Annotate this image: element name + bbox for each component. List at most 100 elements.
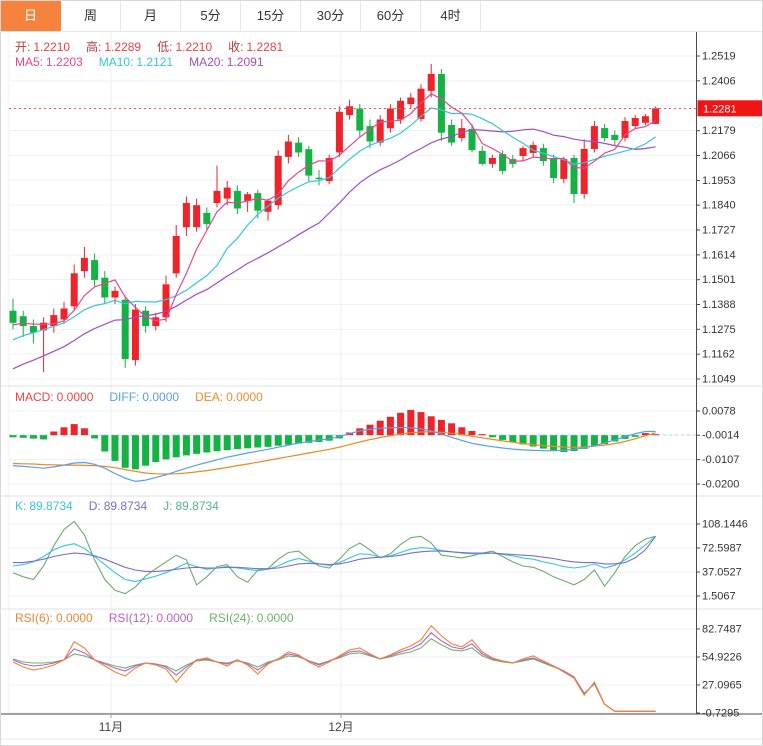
tab-15分[interactable]: 15分 xyxy=(241,1,301,31)
candle-body xyxy=(652,108,660,124)
macd-histogram-bar xyxy=(152,435,160,462)
candle-body xyxy=(101,277,109,298)
macd-histogram-bar xyxy=(356,428,364,436)
candle-body xyxy=(366,126,374,142)
macd-histogram-bar xyxy=(274,435,282,446)
candle-body xyxy=(152,317,160,327)
macd-histogram-bar xyxy=(580,435,588,449)
kdj-tick-label: 1.5067 xyxy=(702,591,736,603)
rsi-tick-label: 27.0965 xyxy=(702,680,742,692)
macd-histogram-bar xyxy=(40,435,48,440)
j-line xyxy=(12,520,656,595)
k-line xyxy=(12,535,656,583)
kdj-tick-label: 72.5987 xyxy=(702,543,742,555)
candle-body xyxy=(335,111,343,153)
rsi-tick-label: 82.7487 xyxy=(702,624,742,636)
candle-body xyxy=(621,121,629,138)
candle-body xyxy=(50,315,58,327)
macd-histogram-bar xyxy=(193,435,201,454)
macd-tick-label: -0.0014 xyxy=(702,430,739,442)
main-tick-label: 1.2519 xyxy=(702,51,736,63)
candle-body xyxy=(274,155,282,206)
candle-body xyxy=(142,310,150,327)
macd-histogram-bar xyxy=(295,435,303,444)
candle-body xyxy=(397,100,405,120)
tab-周[interactable]: 周 xyxy=(61,1,121,31)
candle-body xyxy=(193,205,201,228)
tab-60分[interactable]: 60分 xyxy=(361,1,421,31)
macd-histogram-bar xyxy=(162,435,170,460)
candle-body xyxy=(233,190,241,209)
current-price-tag-label: 1.2281 xyxy=(703,103,737,115)
diff-line xyxy=(12,426,656,483)
macd-histogram-bar xyxy=(203,435,211,453)
candle-body xyxy=(295,142,303,153)
candle-body xyxy=(570,158,578,194)
tab-5分[interactable]: 5分 xyxy=(181,1,241,31)
d-line xyxy=(13,535,657,572)
candle-body xyxy=(131,309,139,361)
macd-histogram-bar xyxy=(233,435,241,450)
main-tick-label: 1.2066 xyxy=(702,150,736,162)
macd-histogram-bar xyxy=(254,435,262,448)
macd-histogram-bar xyxy=(121,435,129,468)
candle-body xyxy=(172,236,180,274)
tab-4时[interactable]: 4时 xyxy=(421,1,481,31)
candle-body xyxy=(499,154,507,171)
main-tick-label: 1.1388 xyxy=(702,299,736,311)
candle-body xyxy=(111,290,119,298)
candle-body xyxy=(70,273,78,307)
candle-body xyxy=(213,190,221,203)
candle-body xyxy=(611,134,619,140)
macd-histogram-bar xyxy=(244,435,252,449)
candle-body xyxy=(244,194,252,201)
candle-body xyxy=(529,145,537,153)
tab-30分[interactable]: 30分 xyxy=(301,1,361,31)
macd-histogram-bar xyxy=(631,435,639,437)
main-tick-label: 1.1275 xyxy=(702,324,736,336)
macd-histogram-bar xyxy=(529,435,537,447)
tab-日[interactable]: 日 xyxy=(1,1,61,31)
candle-body xyxy=(356,108,364,131)
main-tick-label: 1.2406 xyxy=(702,75,736,87)
candle-body xyxy=(325,158,333,182)
ma20-line xyxy=(12,128,656,370)
macd-histogram-bar xyxy=(172,435,180,458)
candle-body xyxy=(590,126,598,149)
macd-histogram-bar xyxy=(560,435,568,452)
kdj-tick-label: 37.0527 xyxy=(702,567,742,579)
kdj-tick-label: 108.1446 xyxy=(702,519,748,531)
macd-histogram-bar xyxy=(397,412,405,436)
macd-histogram-bar xyxy=(478,434,486,436)
rsi-tick-label: -0.7295 xyxy=(702,708,739,720)
candle-body xyxy=(386,108,394,129)
tab-月[interactable]: 月 xyxy=(121,1,181,31)
macd-histogram-bar xyxy=(509,435,517,443)
macd-tick-label: -0.0200 xyxy=(702,479,739,491)
candle-body xyxy=(539,148,547,162)
macd-histogram-bar xyxy=(223,435,231,451)
candle-body xyxy=(121,299,129,359)
macd-histogram-bar xyxy=(70,424,78,436)
candle-body xyxy=(478,150,486,164)
candle-body xyxy=(29,326,37,333)
macd-histogram-bar xyxy=(60,427,68,436)
macd-histogram-bar xyxy=(315,435,323,442)
candle-body xyxy=(80,257,88,272)
macd-histogram-bar xyxy=(539,435,547,449)
main-tick-label: 1.2179 xyxy=(702,125,736,137)
main-tick-label: 1.1501 xyxy=(702,274,736,286)
macd-histogram-bar xyxy=(80,428,88,436)
macd-histogram-bar xyxy=(468,431,476,436)
macd-histogram-bar xyxy=(182,435,190,456)
macd-tick-label: 0.0078 xyxy=(702,406,736,418)
macd-histogram-bar xyxy=(386,416,394,436)
candle-body xyxy=(427,74,435,91)
macd-histogram-bar xyxy=(601,435,609,445)
main-tick-label: 1.1953 xyxy=(702,175,736,187)
macd-histogram-bar xyxy=(641,433,649,436)
main-tick-label: 1.1614 xyxy=(702,249,736,261)
candle-body xyxy=(601,128,609,138)
